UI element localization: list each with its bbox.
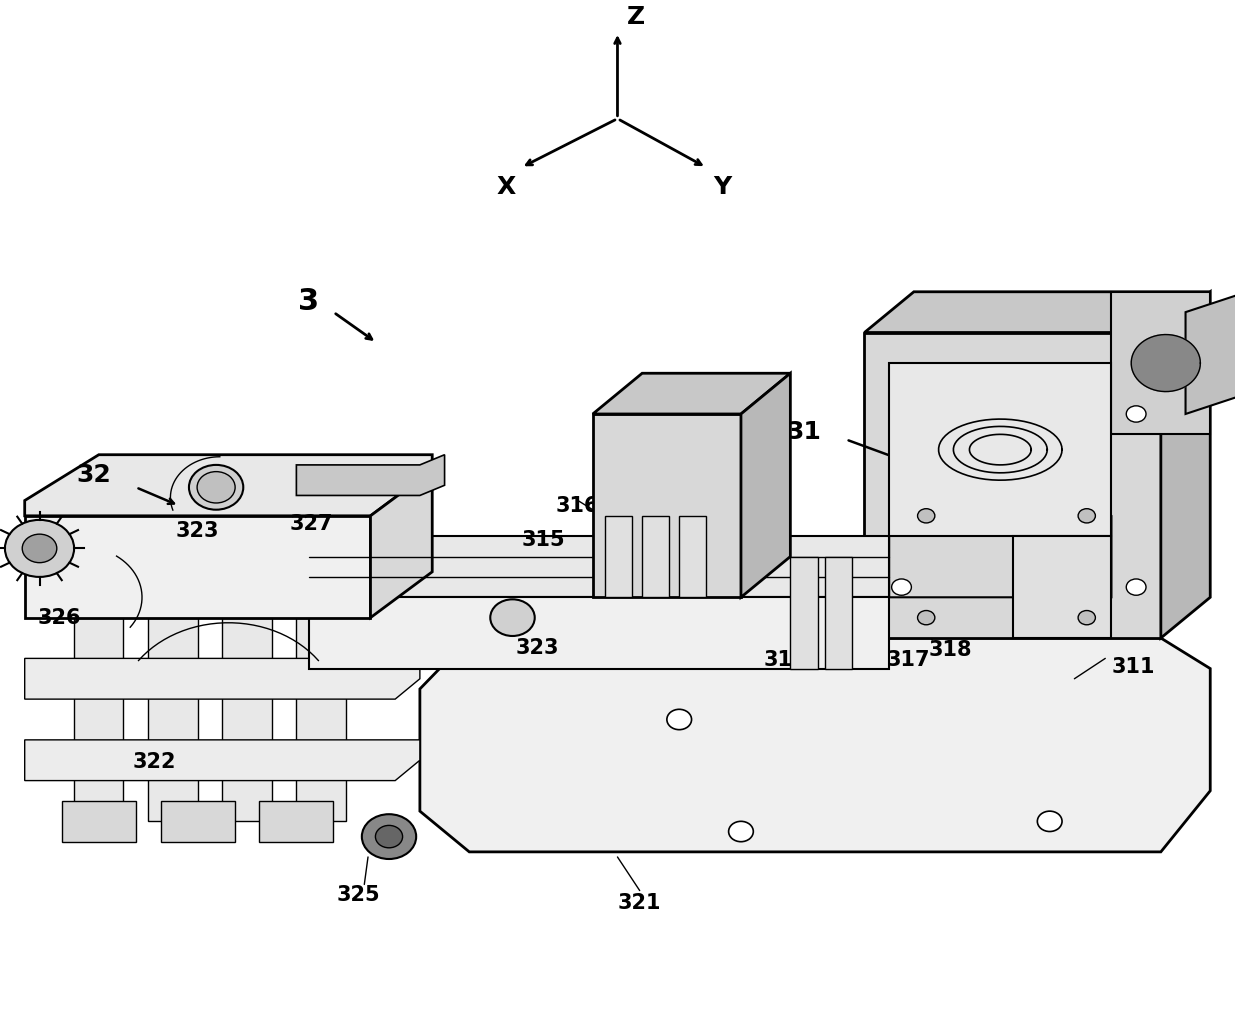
Text: 327: 327	[289, 514, 334, 534]
Polygon shape	[309, 536, 889, 598]
Polygon shape	[1161, 292, 1210, 638]
Polygon shape	[25, 740, 420, 781]
Polygon shape	[864, 332, 1161, 638]
Text: 325: 325	[336, 885, 379, 905]
Circle shape	[376, 825, 403, 848]
Text: X: X	[497, 174, 516, 199]
Polygon shape	[642, 516, 670, 598]
Circle shape	[1038, 811, 1061, 831]
Polygon shape	[790, 557, 817, 668]
Text: 317: 317	[887, 651, 930, 670]
Polygon shape	[296, 618, 346, 821]
Text: 315: 315	[521, 530, 564, 550]
Polygon shape	[1111, 292, 1210, 435]
Polygon shape	[1013, 536, 1111, 638]
Polygon shape	[160, 801, 234, 842]
Circle shape	[1126, 406, 1146, 422]
Text: 323: 323	[176, 521, 219, 541]
Circle shape	[892, 579, 911, 596]
Text: 324: 324	[27, 531, 71, 551]
Circle shape	[197, 472, 236, 503]
Polygon shape	[742, 373, 790, 598]
Polygon shape	[680, 516, 707, 598]
Polygon shape	[222, 618, 272, 821]
Circle shape	[188, 465, 243, 509]
Text: 311: 311	[1111, 657, 1154, 676]
Text: 322: 322	[133, 752, 176, 772]
Text: 326: 326	[37, 608, 81, 627]
Polygon shape	[889, 435, 1111, 598]
Circle shape	[1078, 508, 1095, 523]
Polygon shape	[309, 598, 889, 668]
Polygon shape	[469, 598, 1161, 638]
Polygon shape	[1131, 334, 1200, 392]
Polygon shape	[420, 638, 1210, 852]
Text: 323: 323	[516, 639, 559, 658]
Polygon shape	[74, 618, 124, 821]
Text: 321: 321	[618, 893, 661, 913]
Polygon shape	[605, 516, 632, 598]
Circle shape	[918, 508, 935, 523]
Polygon shape	[593, 414, 742, 598]
Polygon shape	[25, 516, 371, 618]
Text: Z: Z	[627, 5, 645, 29]
Circle shape	[729, 821, 754, 842]
Polygon shape	[296, 455, 445, 495]
Text: 31: 31	[786, 420, 821, 444]
Circle shape	[667, 709, 692, 730]
Circle shape	[5, 520, 74, 577]
Circle shape	[362, 814, 417, 859]
Circle shape	[918, 611, 935, 625]
Circle shape	[22, 534, 57, 563]
Text: 312: 312	[763, 651, 807, 670]
Text: 314: 314	[665, 457, 708, 477]
Polygon shape	[62, 801, 136, 842]
Polygon shape	[889, 363, 1111, 536]
Polygon shape	[259, 801, 334, 842]
Polygon shape	[593, 373, 790, 414]
Text: 318: 318	[929, 641, 972, 660]
Text: 3: 3	[298, 287, 319, 317]
Text: 32: 32	[77, 463, 112, 487]
Circle shape	[1126, 579, 1146, 596]
Polygon shape	[371, 470, 433, 618]
Text: 316: 316	[556, 496, 599, 516]
Circle shape	[490, 600, 534, 636]
Text: Y: Y	[713, 174, 732, 199]
Polygon shape	[1185, 292, 1240, 414]
Polygon shape	[864, 292, 1210, 332]
Polygon shape	[825, 557, 852, 668]
Circle shape	[1078, 611, 1095, 625]
Text: 313: 313	[1185, 358, 1229, 378]
Polygon shape	[149, 618, 197, 821]
Polygon shape	[25, 658, 420, 699]
Polygon shape	[25, 455, 433, 516]
